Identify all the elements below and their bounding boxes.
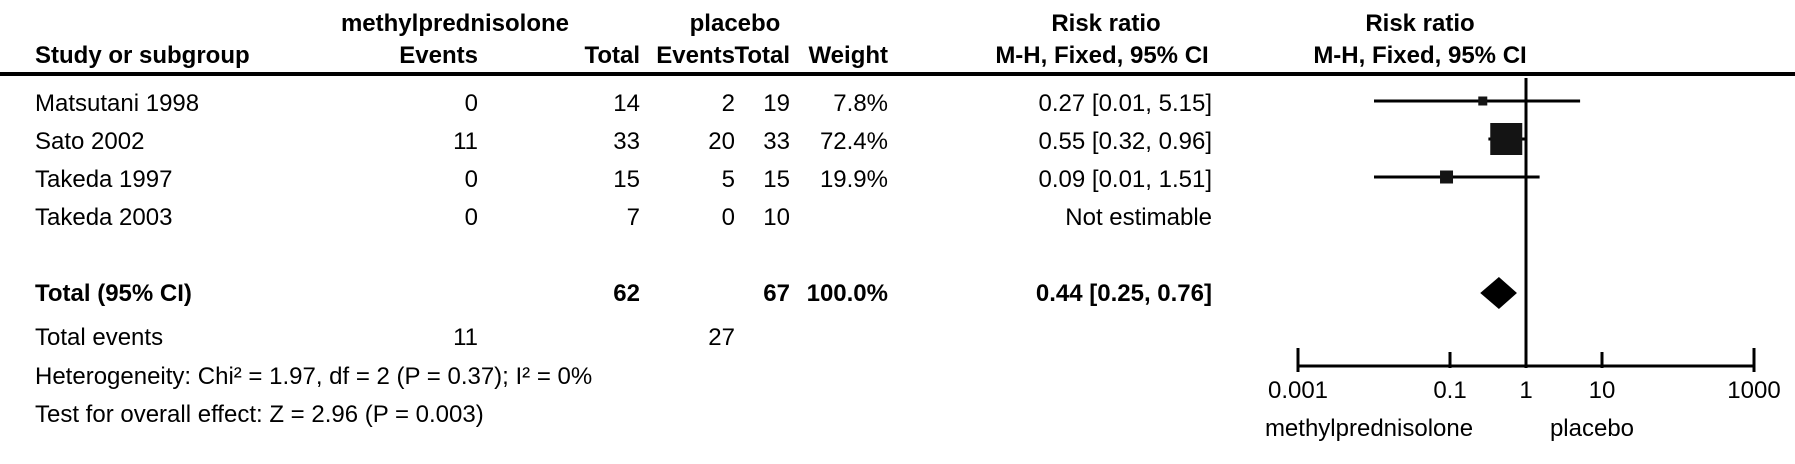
col-header-events2: Events	[656, 42, 735, 69]
total2-sum: 67	[763, 280, 790, 307]
study-name: Takeda 2003	[35, 204, 173, 231]
study-marker	[1440, 170, 1454, 184]
events2-value: 20	[708, 128, 735, 155]
study-name: Sato 2002	[35, 128, 145, 155]
total-label: Total (95% CI)	[35, 280, 192, 307]
risk-ratio-value: 0.09 [0.01, 1.51]	[1038, 166, 1212, 193]
group-header-control: placebo	[689, 10, 781, 37]
total1-value: 14	[613, 90, 640, 117]
events1-value: 0	[464, 90, 478, 117]
header-rule	[0, 72, 1795, 76]
col-header-events1: Events	[399, 42, 478, 69]
overall-effect-text: Test for overall effect: Z = 2.96 (P = 0…	[35, 401, 484, 428]
total1-value: 7	[626, 204, 640, 231]
risk-ratio-header-left: Risk ratio	[1051, 10, 1161, 37]
weight-value: 7.8%	[833, 90, 888, 117]
axis-tick-label: 1	[1519, 377, 1532, 404]
weight-value: 72.4%	[819, 128, 888, 155]
events2-value: 0	[721, 204, 735, 231]
col-header-study: Study or subgroup	[35, 42, 250, 69]
total1-value: 33	[613, 128, 640, 155]
favours-left-label: methylprednisolone	[1265, 415, 1473, 442]
events1-value: 0	[464, 204, 478, 231]
total2-value: 10	[763, 204, 790, 231]
total1-value: 15	[613, 166, 640, 193]
col-header-weight: Weight	[808, 42, 888, 69]
group-header-treatment: methylprednisolone	[340, 10, 570, 37]
total-diamond	[1480, 277, 1517, 309]
total2-value: 15	[763, 166, 790, 193]
axis-tick-label: 10	[1589, 377, 1616, 404]
axis-tick-label: 0.1	[1433, 377, 1466, 404]
risk-ratio-value: 0.55 [0.32, 0.96]	[1038, 128, 1212, 155]
col-header-mh-right: M-H, Fixed, 95% CI	[1313, 42, 1527, 69]
favours-right-label: placebo	[1550, 415, 1634, 442]
study-name: Matsutani 1998	[35, 90, 200, 117]
risk-ratio-value: Not estimable	[1065, 204, 1212, 231]
events1-value: 11	[453, 128, 478, 155]
total-events2: 27	[708, 324, 735, 351]
axis-tick-label: 1000	[1727, 377, 1780, 404]
total1-sum: 62	[613, 280, 640, 307]
heterogeneity-text: Heterogeneity: Chi² = 1.97, df = 2 (P = …	[35, 363, 593, 390]
total-events1: 11	[453, 324, 478, 351]
risk-ratio-header-right: Risk ratio	[1365, 10, 1475, 37]
total-weight: 100.0%	[806, 280, 888, 307]
total2-value: 33	[763, 128, 790, 155]
study-marker	[1490, 123, 1523, 155]
events1-value: 0	[464, 166, 478, 193]
events2-value: 2	[721, 90, 735, 117]
total-events-label: Total events	[35, 324, 164, 351]
events2-value: 5	[721, 166, 735, 193]
study-name: Takeda 1997	[35, 166, 173, 193]
weight-value: 19.9%	[819, 166, 888, 193]
study-marker	[1478, 96, 1488, 106]
total2-value: 19	[763, 90, 790, 117]
col-header-mh-left: M-H, Fixed, 95% CI	[995, 42, 1209, 69]
total-risk-ratio: 0.44 [0.25, 0.76]	[1035, 280, 1212, 307]
col-header-total1: Total	[584, 42, 640, 69]
axis-tick-label: 0.001	[1268, 377, 1328, 404]
col-header-total2: Total	[734, 42, 790, 69]
risk-ratio-value: 0.27 [0.01, 5.15]	[1038, 90, 1212, 117]
